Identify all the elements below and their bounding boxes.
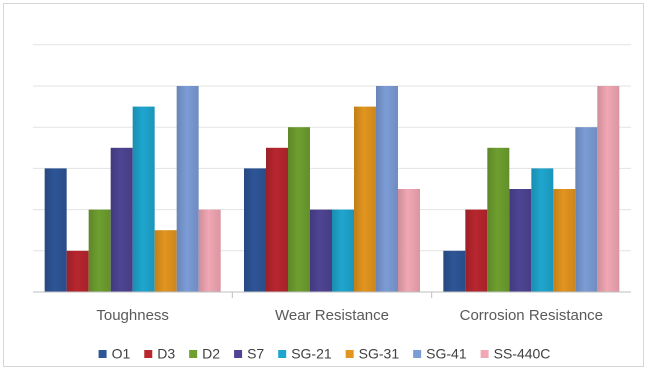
legend-label: D2 [202, 346, 220, 362]
bar-o1-toughness [44, 168, 67, 292]
bar-sg-31-toughness [154, 230, 177, 292]
bar-o1-wear-resistance [244, 168, 266, 292]
bar-sg-21-toughness [132, 106, 155, 292]
bar-ss-440c-toughness [198, 209, 221, 292]
bar-sg-41-corrosion-resistance [575, 127, 598, 292]
bar-s7-wear-resistance [310, 209, 332, 292]
category-labels: Toughness Wear Resistance Corrosion Resist… [96, 307, 603, 324]
bar-sg-31-corrosion-resistance [553, 189, 576, 292]
legend-swatch-ss-440c [480, 350, 489, 358]
bar-sg-21-corrosion-resistance [531, 168, 554, 292]
bars [44, 86, 620, 292]
bar-ss-440c-wear-resistance [398, 189, 420, 292]
bar-s7-corrosion-resistance [509, 189, 532, 292]
bar-sg-31-wear-resistance [354, 106, 376, 292]
legend-swatch-s7 [234, 350, 243, 358]
bar-d3-toughness [66, 250, 89, 292]
legend-label: O1 [112, 346, 131, 362]
legend-label: SS-440C [494, 346, 551, 362]
bar-s7-toughness [110, 147, 133, 292]
legend-swatch-sg-31 [345, 350, 354, 358]
bar-sg-21-wear-resistance [332, 209, 354, 292]
legend-label: D3 [157, 346, 175, 362]
bar-sg-41-wear-resistance [376, 86, 398, 292]
legend-swatch-sg-41 [413, 350, 422, 358]
legend-swatch-d2 [189, 350, 198, 358]
bar-ss-440c-corrosion-resistance [597, 86, 620, 292]
category-label: Wear Resistance [275, 307, 389, 324]
legend-label: SG-41 [426, 346, 467, 362]
legend-swatch-d3 [144, 350, 153, 358]
legend: O1 D3 D2 S7 SG-21 SG-31 SG-41 SS-440C [98, 346, 551, 362]
bar-chart: Toughness Wear Resistance Corrosion Resist… [33, 44, 631, 362]
category-label: Corrosion Resistance [460, 307, 603, 324]
chart-container: Toughness Wear Resistance Corrosion Resist… [3, 3, 644, 367]
legend-swatch-sg-21 [278, 350, 287, 358]
category-label: Toughness [96, 307, 169, 324]
bar-d2-corrosion-resistance [487, 147, 510, 292]
legend-label: SG-31 [359, 346, 400, 362]
legend-swatch-o1 [98, 350, 107, 358]
x-axis [33, 291, 631, 298]
bar-sg-41-toughness [176, 86, 199, 292]
bar-d3-wear-resistance [266, 147, 288, 292]
bar-d3-corrosion-resistance [465, 209, 488, 292]
bar-d2-wear-resistance [288, 127, 310, 292]
bar-o1-corrosion-resistance [443, 250, 466, 292]
bar-d2-toughness [88, 209, 111, 292]
legend-label: SG-21 [291, 346, 332, 362]
legend-label: S7 [247, 346, 264, 362]
